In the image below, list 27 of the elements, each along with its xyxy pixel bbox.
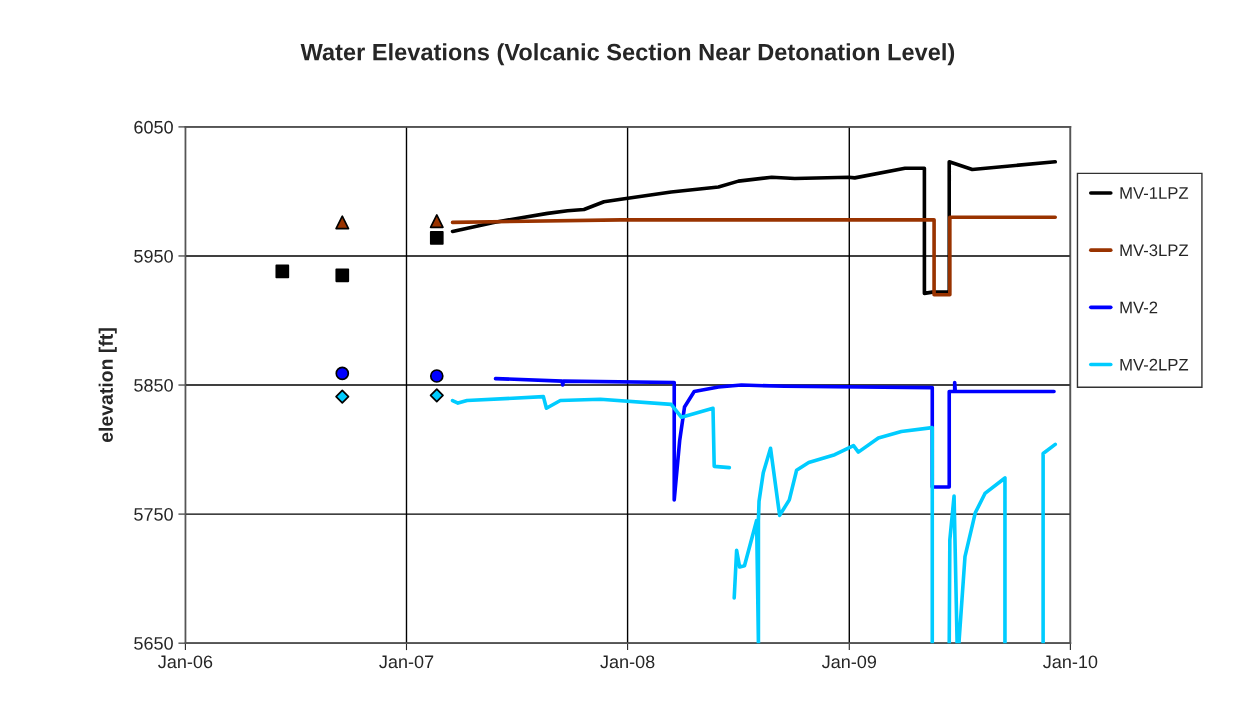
legend-label: MV-2LPZ — [1120, 358, 1189, 371]
y-tick-label: 5750 — [134, 508, 173, 521]
chart-title: Water Elevations (Volcanic Section Near Detonation Level) — [300, 43, 955, 66]
point — [335, 366, 350, 381]
point — [429, 388, 444, 403]
line-series — [450, 215, 1058, 297]
point — [429, 214, 444, 229]
x-tick-label: Jan-09 — [821, 655, 877, 669]
x-tick-label: Jan-06 — [158, 655, 213, 669]
point — [335, 389, 350, 404]
point — [429, 369, 444, 383]
legend-label: MV-2 — [1120, 301, 1158, 314]
y-tick-label: 5950 — [134, 249, 173, 263]
legend-label: MV-1LPZ — [1120, 187, 1189, 199]
y-axis-title: elevation [ft] — [98, 328, 117, 443]
point — [429, 231, 444, 245]
y-tick-label: 5850 — [134, 378, 173, 392]
x-tick-label: Jan-10 — [1043, 655, 1098, 669]
x-tick-label: Jan-07 — [379, 655, 434, 669]
y-tick-label: 5650 — [134, 637, 173, 650]
point — [275, 264, 290, 279]
line-series — [493, 376, 1056, 502]
point — [335, 268, 350, 283]
y-tick-label: 6050 — [134, 120, 173, 134]
point — [335, 215, 350, 230]
legend-label: MV-3LPZ — [1120, 244, 1189, 257]
x-tick-label: Jan-08 — [600, 655, 655, 669]
